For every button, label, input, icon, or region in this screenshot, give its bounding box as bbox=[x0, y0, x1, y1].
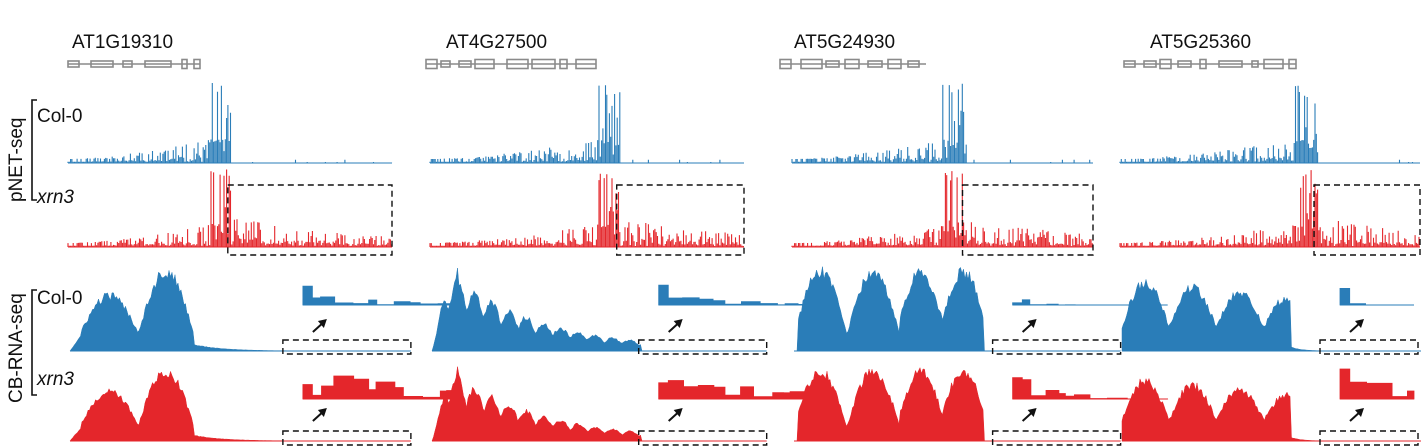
coverage-area bbox=[69, 370, 296, 442]
highlight-box bbox=[637, 430, 768, 446]
coverage-area bbox=[431, 267, 652, 352]
highlight-box bbox=[1319, 339, 1419, 355]
coverage-area bbox=[1121, 279, 1334, 352]
gene-model-exon bbox=[1177, 60, 1192, 68]
assay-label-cb: CB-RNA-seq bbox=[6, 293, 27, 403]
coverage-bars bbox=[1119, 170, 1420, 247]
assay-label-pnet: pNET-seq bbox=[6, 118, 27, 202]
highlight-box bbox=[1313, 184, 1421, 256]
gene-model-exon bbox=[1288, 58, 1297, 70]
coverage-area bbox=[794, 366, 1006, 442]
gene-model-exon bbox=[1159, 58, 1172, 70]
coverage-bars bbox=[791, 171, 1093, 247]
gene-model-exon bbox=[193, 58, 201, 70]
gene-model-exon bbox=[1218, 60, 1243, 68]
zoom-arrow-head bbox=[1027, 319, 1037, 328]
gene-model-exon bbox=[575, 58, 597, 70]
coverage-bars bbox=[791, 83, 1093, 163]
gene-model-exon bbox=[844, 58, 860, 70]
highlight-box bbox=[961, 184, 1094, 256]
coverage-area bbox=[1121, 377, 1334, 442]
gene-model-exon bbox=[90, 60, 114, 68]
inset-coverage bbox=[1339, 288, 1414, 306]
sample-label-cb-col0: Col-0 bbox=[37, 288, 82, 309]
highlight-box bbox=[616, 184, 745, 256]
gene-model-exon bbox=[144, 60, 172, 68]
sample-label-pnet-col0: Col-0 bbox=[37, 106, 82, 127]
gene-model-exon bbox=[907, 60, 920, 68]
highlight-box bbox=[282, 339, 412, 355]
gene-title-2: AT4G27500 bbox=[446, 32, 547, 53]
highlight-box bbox=[991, 430, 1122, 446]
inset-coverage bbox=[658, 284, 815, 306]
highlight-box bbox=[282, 430, 412, 446]
assay-labels: pNET-seq CB-RNA-seq Col-0 xrn3 Col-0 xrn… bbox=[6, 99, 82, 403]
inset-coverage bbox=[302, 375, 459, 400]
gene-model-exon bbox=[1251, 60, 1259, 68]
zoom-arrow-head bbox=[1355, 408, 1364, 417]
coverage-bars bbox=[67, 169, 393, 247]
coverage-bars bbox=[429, 85, 744, 163]
gene-model-exon bbox=[122, 60, 133, 68]
highlight-box bbox=[991, 339, 1122, 355]
sample-label-pnet-xrn3: xrn3 bbox=[36, 187, 74, 208]
gene-title-1: AT1G19310 bbox=[72, 32, 173, 53]
inset-coverage bbox=[302, 285, 459, 306]
zoom-arrow-head bbox=[1355, 319, 1364, 328]
gene-model-exon bbox=[67, 60, 80, 68]
inset-coverage bbox=[658, 380, 815, 400]
gene-title-3: AT5G24930 bbox=[794, 32, 895, 53]
gene-model-exon bbox=[440, 60, 451, 68]
gene-model-exon bbox=[867, 60, 883, 68]
zoom-arrow-head bbox=[1027, 408, 1037, 417]
gene-model-exon bbox=[1123, 60, 1136, 68]
gene-model-exon bbox=[800, 58, 823, 70]
gene-model-exon bbox=[425, 58, 438, 70]
sample-label-cb-xrn3: xrn3 bbox=[36, 369, 74, 390]
coverage-bars bbox=[429, 173, 744, 247]
coverage-plots bbox=[67, 58, 1421, 446]
gene-model-exon bbox=[181, 58, 188, 70]
highlight-box bbox=[1319, 430, 1419, 446]
gene-model-exon bbox=[825, 60, 840, 68]
coverage-area bbox=[69, 270, 296, 352]
gene-model-exon bbox=[458, 60, 472, 68]
gene-titles: AT1G19310 AT4G27500 AT5G24930 AT5G25360 bbox=[72, 32, 1251, 53]
pnet-bracket bbox=[31, 99, 37, 201]
gene-model-exon bbox=[779, 58, 792, 70]
gene-model-exon bbox=[887, 58, 902, 70]
highlight-box bbox=[227, 184, 393, 256]
zoom-arrow-head bbox=[673, 319, 683, 328]
gene-model-exon bbox=[559, 58, 568, 70]
zoom-arrow-head bbox=[317, 408, 327, 417]
coverage-area bbox=[431, 366, 652, 442]
zoom-arrow-head bbox=[317, 319, 327, 328]
gene-model-exon bbox=[531, 58, 556, 70]
cb-bracket bbox=[31, 289, 37, 396]
gene-model-exon bbox=[1143, 60, 1157, 68]
gene-model-exon bbox=[1199, 58, 1207, 70]
gene-model-exon bbox=[1263, 58, 1284, 70]
highlight-box bbox=[637, 339, 768, 355]
gene-title-4: AT5G25360 bbox=[1150, 32, 1251, 53]
zoom-arrow-head bbox=[673, 408, 683, 417]
inset-coverage bbox=[1339, 368, 1415, 400]
gene-model-exon bbox=[474, 58, 495, 70]
coverage-bars bbox=[67, 83, 393, 163]
coverage-bars bbox=[1119, 85, 1420, 163]
coverage-area bbox=[794, 266, 1006, 352]
gene-model-exon bbox=[506, 58, 529, 70]
